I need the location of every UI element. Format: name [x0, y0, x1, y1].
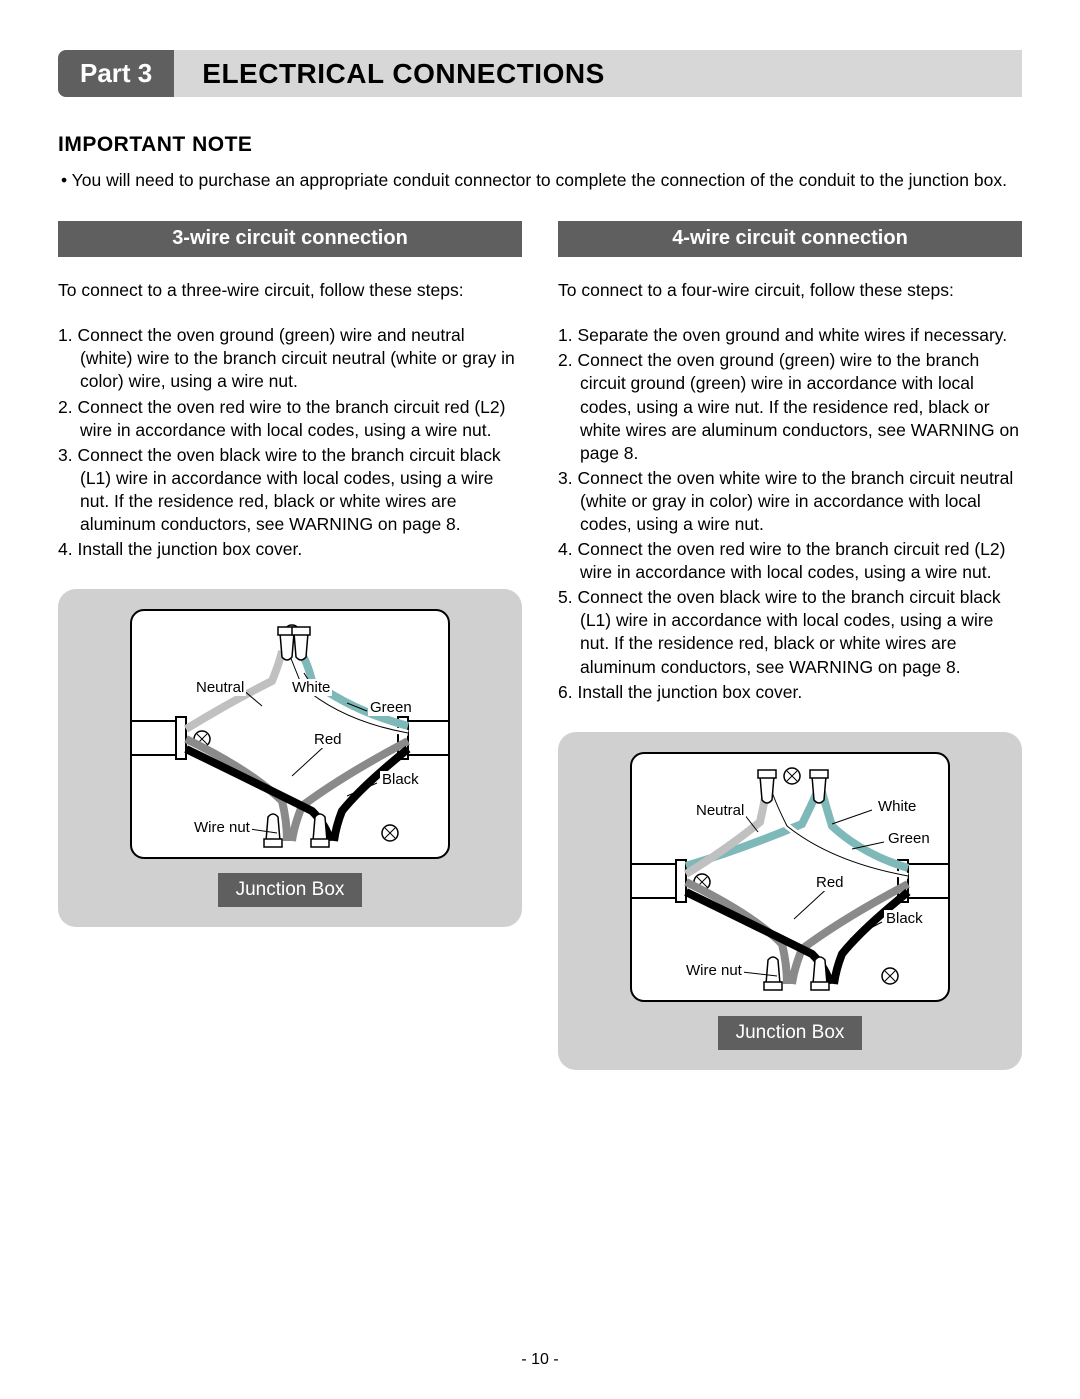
right-intro: To connect to a four-wire circuit, follo…	[558, 279, 1022, 303]
left-intro: To connect to a three-wire circuit, foll…	[58, 279, 522, 303]
part-tab: Part 3	[58, 50, 174, 97]
right-column: 4-wire circuit connection To connect to …	[558, 221, 1022, 1070]
wiring-svg	[132, 611, 450, 859]
label-neutral: Neutral	[694, 802, 746, 819]
wiring-svg	[632, 754, 950, 1002]
list-item: Connect the oven ground (green) wire to …	[558, 349, 1022, 464]
label-green: Green	[368, 699, 414, 716]
column-layout: 3-wire circuit connection To connect to …	[58, 221, 1022, 1070]
junction-box-caption: Junction Box	[718, 1016, 863, 1050]
page-title: ELECTRICAL CONNECTIONS	[174, 50, 1022, 97]
right-steps: Separate the oven ground and white wires…	[558, 324, 1022, 704]
label-red: Red	[814, 874, 846, 891]
label-white: White	[876, 798, 918, 815]
list-item: Install the junction box cover.	[558, 681, 1022, 704]
left-diagram: Neutral White Green Red Black Wire nut J…	[58, 589, 522, 927]
left-column: 3-wire circuit connection To connect to …	[58, 221, 522, 1070]
list-item: Connect the oven black wire to the branc…	[58, 444, 522, 536]
important-note-text: • You will need to purchase an appropria…	[58, 169, 1022, 193]
label-wirenut: Wire nut	[192, 819, 252, 836]
list-item: Connect the oven white wire to the branc…	[558, 467, 1022, 536]
label-black: Black	[884, 910, 925, 927]
label-black: Black	[380, 771, 421, 788]
label-green: Green	[886, 830, 932, 847]
left-steps: Connect the oven ground (green) wire and…	[58, 324, 522, 561]
list-item: Connect the oven black wire to the branc…	[558, 586, 1022, 678]
label-white: White	[290, 679, 332, 696]
label-neutral: Neutral	[194, 679, 246, 696]
list-item: Connect the oven red wire to the branch …	[558, 538, 1022, 584]
junction-box-caption: Junction Box	[218, 873, 363, 907]
junction-box-figure: Neutral White Green Red Black Wire nut	[130, 609, 450, 859]
label-wirenut: Wire nut	[684, 962, 744, 979]
page-header: Part 3 ELECTRICAL CONNECTIONS	[58, 50, 1022, 97]
page-number: - 10 -	[0, 1351, 1080, 1369]
label-red: Red	[312, 731, 344, 748]
right-subheader: 4-wire circuit connection	[558, 221, 1022, 257]
list-item: Install the junction box cover.	[58, 538, 522, 561]
list-item: Connect the oven ground (green) wire and…	[58, 324, 522, 393]
left-subheader: 3-wire circuit connection	[58, 221, 522, 257]
right-diagram: Neutral White Green Red Black Wire nut J…	[558, 732, 1022, 1070]
list-item: Separate the oven ground and white wires…	[558, 324, 1022, 347]
important-note-heading: IMPORTANT NOTE	[58, 133, 1022, 157]
list-item: Connect the oven red wire to the branch …	[58, 396, 522, 442]
junction-box-figure: Neutral White Green Red Black Wire nut	[630, 752, 950, 1002]
